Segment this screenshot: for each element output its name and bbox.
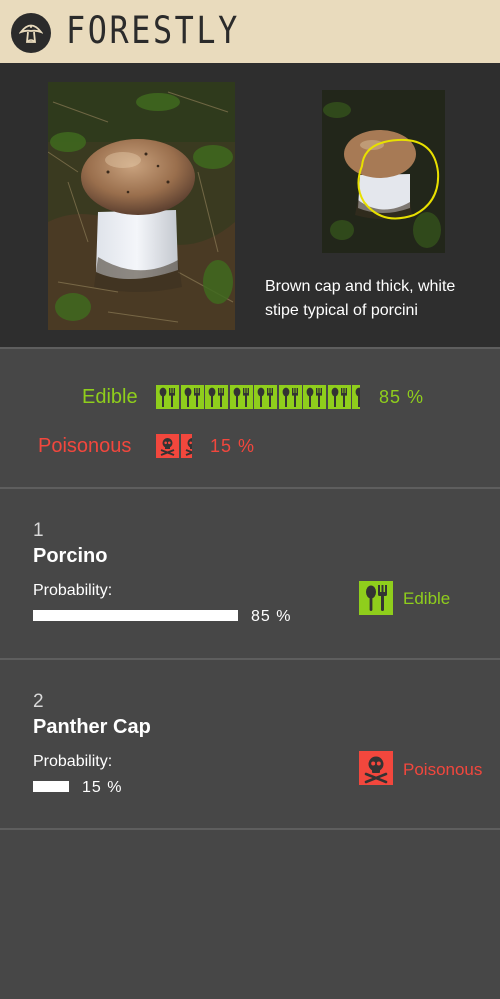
app-brand-title: FORESTLY <box>66 9 240 52</box>
probability-label: Probability: <box>33 753 113 770</box>
edible-summary-percent: 85 % <box>379 387 425 407</box>
result-card[interactable]: 2 Panther Cap Probability: 15 % Poisonou… <box>0 660 500 830</box>
poisonous-icon-bar <box>156 434 192 458</box>
skull-crossbones-icon <box>359 751 393 785</box>
probability-percent: 15 % <box>82 779 123 796</box>
skull-crossbones-icon <box>180 434 192 458</box>
fork-spoon-icon <box>180 385 204 409</box>
edible-icon-bar <box>156 385 360 409</box>
fork-spoon-icon <box>303 385 326 409</box>
probability-bar <box>33 610 238 621</box>
poisonous-summary-label: Poisonous <box>38 435 132 457</box>
fork-spoon-icon <box>205 385 228 409</box>
edible-summary-row: Edible 85 % <box>0 382 500 412</box>
classification-label: Poisonous <box>403 760 483 779</box>
divider <box>0 347 500 349</box>
edible-summary-label: Edible <box>82 386 138 408</box>
fork-spoon-icon <box>254 385 277 409</box>
poisonous-summary-row: Poisonous 15 % <box>0 431 500 461</box>
probability-percent: 85 % <box>251 608 292 625</box>
result-card[interactable]: 1 Porcino Probability: 85 % Edible <box>0 489 500 659</box>
result-species-name: Panther Cap <box>33 716 151 738</box>
app-header: FORESTLY <box>0 0 500 63</box>
mushroom-logo-icon[interactable] <box>11 13 51 53</box>
divider <box>0 487 500 489</box>
result-rank: 2 <box>33 691 44 712</box>
fork-spoon-icon <box>156 385 179 409</box>
fork-spoon-icon <box>327 385 351 409</box>
result-species-name: Porcino <box>33 545 108 567</box>
identification-caption: Brown cap and thick, white stipe typical… <box>265 278 456 319</box>
classification-label: Edible <box>403 589 451 608</box>
poisonous-summary-percent: 15 % <box>210 436 256 456</box>
fork-spoon-icon <box>359 581 393 615</box>
fork-spoon-icon <box>278 385 302 409</box>
fork-spoon-icon <box>229 385 253 409</box>
probability-label: Probability: <box>33 582 113 599</box>
divider <box>0 658 500 660</box>
fork-spoon-icon <box>352 385 360 409</box>
divider <box>0 828 500 830</box>
porcini-highlighted-crop[interactable] <box>322 90 445 253</box>
probability-bar <box>33 781 69 792</box>
image-analysis-panel: Brown cap and thick, white stipe typical… <box>0 63 500 348</box>
skull-crossbones-icon <box>156 434 179 458</box>
porcini-mushroom-photo[interactable] <box>48 82 235 330</box>
result-rank: 1 <box>33 520 44 541</box>
